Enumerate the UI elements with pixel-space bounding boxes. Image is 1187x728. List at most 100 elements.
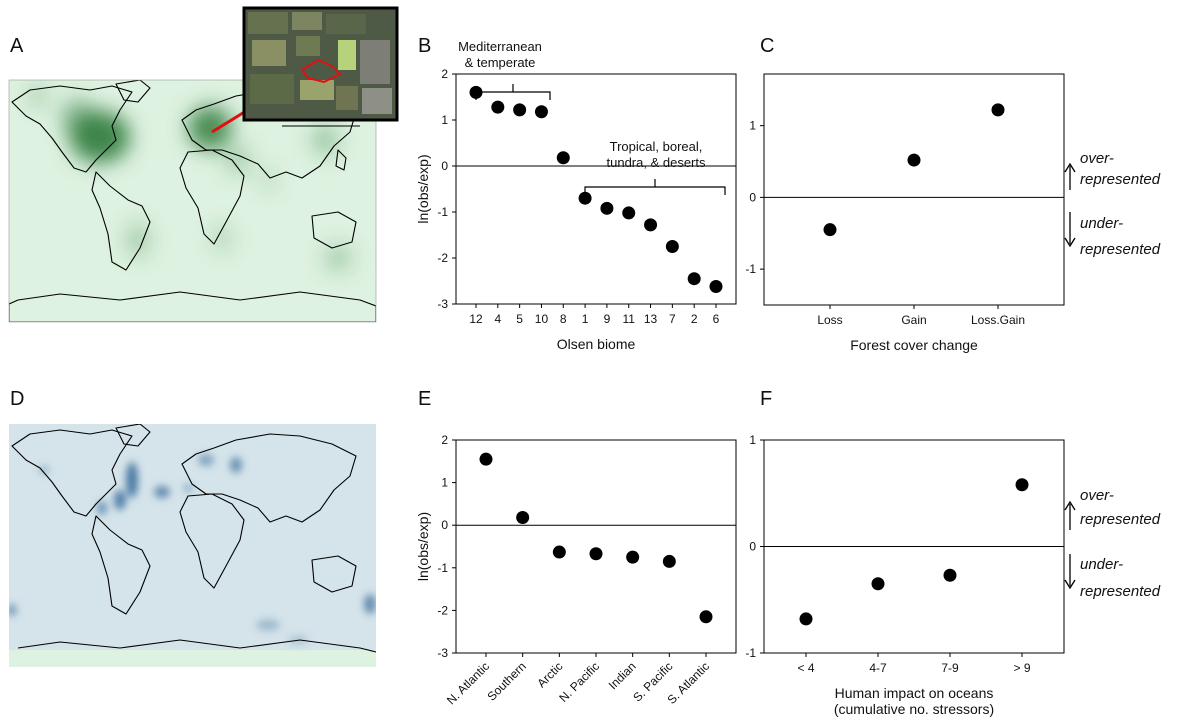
x-tick-label: 9 [604,312,611,326]
y-tick-label: 0 [441,518,448,532]
under-represented-label-line2: represented [1080,241,1161,258]
x-tick-label: Arctic [534,659,565,690]
x-axis-label: Olsen biome [557,336,636,352]
x-axis-label: Forest cover change [850,337,978,353]
x-tick-label: Loss [817,313,842,327]
data-point-b [665,240,679,253]
x-tick-label: 6 [713,312,720,326]
group-label-tropical-line2: tundra, & deserts [607,155,706,170]
panel-label-f: F [760,388,772,410]
y-tick-label: -1 [745,646,756,660]
group-bracket-tropical [584,179,726,195]
data-point-e [552,545,566,559]
x-tick-label: N. Atlantic [444,659,492,707]
data-point-c [907,153,921,167]
data-point-b [578,191,592,205]
group-label-mediterranean-line1: Mediterranean [458,39,542,54]
y-tick-label: 0 [441,159,448,173]
x-tick-label: 8 [560,312,567,326]
x-tick-label: 12 [469,312,483,326]
panel-label-d: D [10,388,24,410]
y-axis-label: ln(obs/exp) [415,512,431,581]
over-represented-label-line2: represented [1080,511,1161,528]
data-point-e [589,547,603,561]
group-bracket-mediterranean [475,84,551,100]
y-tick-label: -2 [437,251,448,265]
data-point-c [991,103,1005,117]
data-point-b [534,105,548,119]
y-tick-label: 1 [441,113,448,127]
data-point-f [943,568,957,582]
y-tick-label: -1 [745,262,756,276]
y-tick-label: 0 [749,190,756,204]
panel-c-side-labels: over- represented under- represented [1064,150,1161,258]
data-point-e [626,550,640,564]
x-tick-label: 5 [516,312,523,326]
x-tick-label: N. Pacific [556,659,602,705]
x-tick-label: 7-9 [941,661,959,675]
data-point-b [644,218,658,232]
under-represented-label-line2: represented [1080,583,1161,600]
y-tick-label: 0 [749,540,756,554]
group-label-tropical-line1: Tropical, boreal, [610,139,703,154]
under-represented-label-line1: under- [1080,215,1123,232]
data-point-b [491,100,505,114]
map-background [9,424,376,667]
x-tick-label: 13 [644,312,658,326]
x-tick-label: 10 [535,312,549,326]
data-point-e [479,452,493,466]
data-point-e [516,511,530,525]
x-axis-label: Human impact on oceans [835,685,994,701]
data-point-f [799,612,813,626]
panel-e-axes [455,439,737,654]
up-arrow-icon [1064,162,1076,190]
under-represented-label-line1: under- [1080,556,1123,573]
data-point-b [622,206,636,220]
y-tick-label: -3 [437,297,448,311]
inset-fields [248,12,392,114]
panel-label-c: C [760,35,774,57]
continent-outlines [11,424,376,653]
down-arrow-icon [1064,212,1076,248]
data-point-e [662,554,676,568]
over-represented-label-line1: over- [1080,487,1114,504]
y-tick-label: 1 [749,119,756,133]
up-arrow-icon [1064,500,1076,530]
data-point-b [556,151,570,165]
data-point-b [709,280,723,294]
x-tick-label: 1 [582,312,589,326]
over-represented-label-line1: over- [1080,150,1114,167]
y-tick-label: -2 [437,603,448,617]
map-bottom-strip [9,650,376,667]
data-point-b [600,201,614,215]
over-represented-label-line2: represented [1080,171,1161,188]
x-tick-label: 11 [622,312,635,326]
study-site-outline [300,58,342,84]
data-point-b [513,103,527,117]
x-tick-label: 4-7 [869,661,887,675]
panel-label-a: A [10,35,24,57]
ocean-study-hotspots [9,454,376,644]
x-tick-label: Loss.Gain [971,313,1025,327]
y-tick-label: 2 [441,67,448,81]
panel-b-annotations: Mediterranean & temperate Tropical, bore… [458,39,726,195]
x-tick-label: 2 [691,312,698,326]
y-tick-label: 1 [441,476,448,490]
data-point-f [1015,478,1029,492]
y-tick-label: -1 [437,205,448,219]
panel-f-side-labels: over- represented under- represented [1064,487,1161,600]
panel-c-chart: -1 0 1 Loss Gain Loss.Gain Forest cover change [745,103,1064,353]
group-label-mediterranean-line2: & temperate [465,55,536,70]
x-tick-label: Indian [606,659,639,692]
panel-b-axes [455,73,737,305]
y-axis-label: ln(obs/exp) [415,154,431,223]
x-tick-label: < 4 [797,661,814,675]
data-point-c [823,223,837,237]
panel-label-e: E [418,388,431,410]
map-frame [8,79,377,323]
x-tick-label: > 9 [1013,661,1030,675]
x-tick-label: Southern [484,659,528,703]
